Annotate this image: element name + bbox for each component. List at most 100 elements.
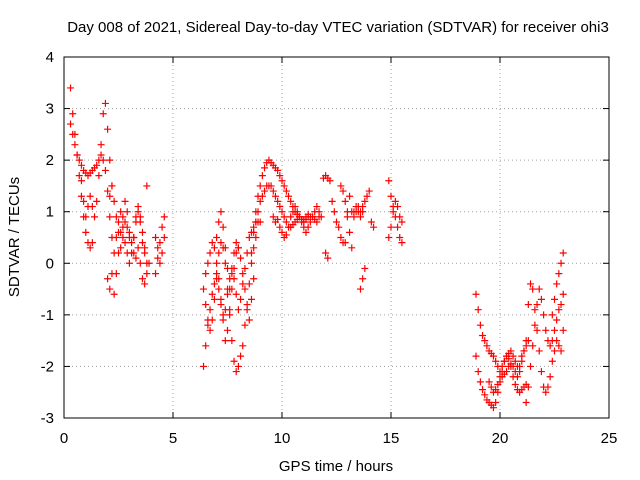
data-point <box>313 218 321 226</box>
data-point <box>559 290 567 298</box>
data-point <box>557 301 565 309</box>
data-point <box>339 187 347 195</box>
data-point <box>234 306 242 314</box>
data-point <box>324 254 332 262</box>
data-point <box>531 321 539 329</box>
data-point <box>337 182 345 190</box>
data-point <box>67 120 75 128</box>
data-point <box>489 404 497 412</box>
data-point <box>293 208 301 216</box>
data-point <box>285 192 293 200</box>
data-point <box>509 352 517 360</box>
data-point <box>250 244 258 252</box>
series-arc-6 <box>110 182 151 298</box>
data-point <box>529 342 537 350</box>
data-point <box>518 357 526 365</box>
data-point <box>245 280 253 288</box>
data-point <box>234 244 242 252</box>
data-point <box>228 270 236 278</box>
data-point <box>559 326 567 334</box>
data-point <box>258 192 266 200</box>
data-point <box>313 203 321 211</box>
data-point <box>213 234 221 241</box>
data-point <box>274 215 282 223</box>
series-arc-27 <box>524 280 567 396</box>
data-point <box>230 275 238 283</box>
data-point <box>274 166 282 174</box>
data-point <box>237 295 245 303</box>
data-point <box>200 362 208 370</box>
data-point <box>115 218 122 226</box>
data-point <box>226 306 234 314</box>
series-arc-22 <box>385 197 406 241</box>
data-point <box>239 342 247 350</box>
data-point <box>200 285 208 293</box>
data-point <box>241 321 249 329</box>
data-point <box>112 213 120 221</box>
data-point <box>112 234 120 241</box>
data-point <box>306 218 314 226</box>
data-point <box>152 234 160 241</box>
x-tick-labels: 0 5 10 15 20 25 <box>60 430 618 447</box>
series-arc-19 <box>337 182 378 252</box>
series-arc-28 <box>548 249 567 319</box>
data-point <box>385 234 393 241</box>
data-point <box>252 234 260 241</box>
data-point <box>509 373 517 381</box>
data-point <box>359 208 367 216</box>
data-point <box>160 234 168 241</box>
data-point <box>535 347 543 355</box>
y-tick-label: -2 <box>41 358 54 375</box>
data-point <box>210 244 218 252</box>
data-point <box>276 172 284 180</box>
data-point <box>230 357 238 365</box>
data-point <box>341 239 349 247</box>
data-point <box>287 197 295 205</box>
data-point <box>555 342 563 350</box>
data-point <box>75 172 83 180</box>
data-point <box>130 234 138 241</box>
data-point <box>208 239 216 247</box>
data-point <box>527 362 535 370</box>
data-point <box>104 125 112 133</box>
data-point <box>302 228 310 236</box>
data-point <box>507 362 515 370</box>
data-point <box>93 197 101 205</box>
data-point <box>143 270 151 278</box>
data-point <box>398 239 406 247</box>
data-point <box>516 368 524 376</box>
data-point <box>217 208 225 216</box>
data-point <box>326 177 334 185</box>
data-point <box>317 213 325 221</box>
data-point <box>101 99 109 107</box>
series-arc-12 <box>213 208 242 293</box>
ticks <box>63 56 610 419</box>
data-point <box>136 218 144 226</box>
data-point <box>356 213 364 221</box>
y-tick-label: 3 <box>46 101 54 118</box>
data-point <box>110 290 118 298</box>
data-point <box>531 306 539 314</box>
data-point <box>239 280 247 288</box>
data-point <box>88 203 96 211</box>
data-point <box>138 275 146 283</box>
data-point <box>476 321 484 329</box>
y-tick-label: 0 <box>46 255 54 272</box>
data-point <box>391 197 399 205</box>
data-point <box>276 203 284 211</box>
data-point <box>546 342 554 350</box>
data-point <box>99 110 107 118</box>
data-point <box>123 223 131 231</box>
data-point <box>110 197 118 205</box>
data-point <box>282 218 290 226</box>
data-point <box>359 275 367 283</box>
data-point <box>356 285 364 293</box>
data-point <box>125 259 133 267</box>
data-point <box>143 182 151 190</box>
data-point <box>258 172 266 180</box>
series-arc-20 <box>356 264 369 293</box>
data-point <box>117 208 125 216</box>
data-point <box>241 264 249 272</box>
data-point <box>385 177 393 185</box>
data-point <box>278 208 286 216</box>
